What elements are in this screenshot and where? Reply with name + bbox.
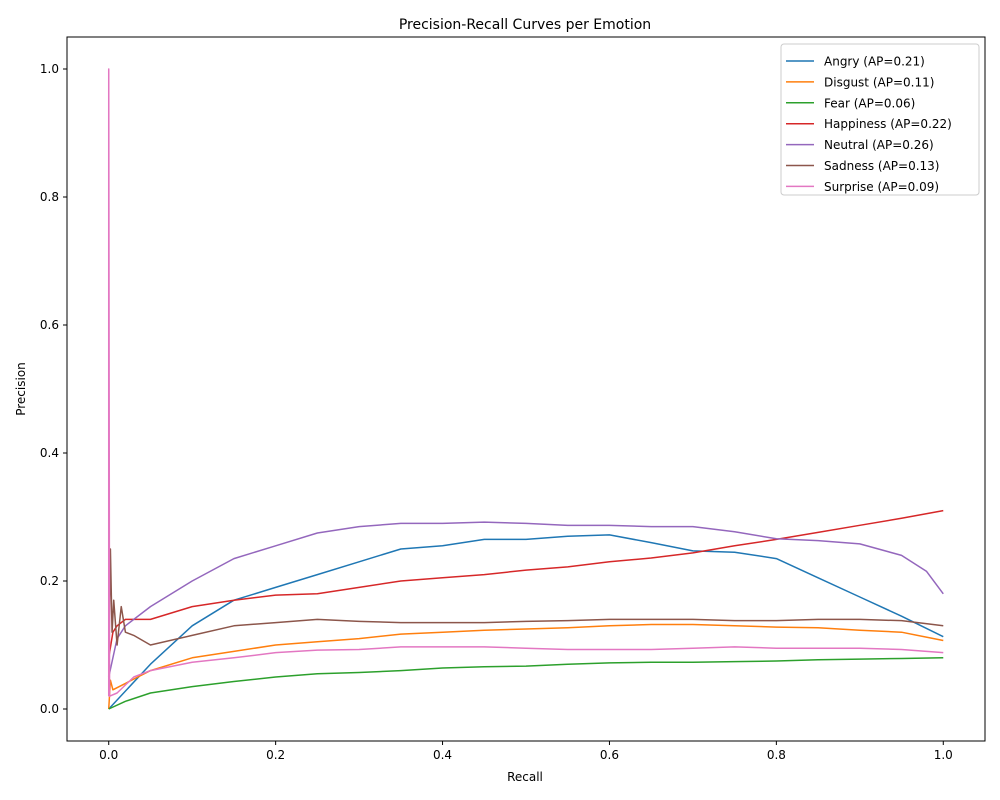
legend-label-6: Surprise (AP=0.09) bbox=[824, 180, 939, 194]
y-tick-label: 0.2 bbox=[40, 574, 59, 588]
legend-label-3: Happiness (AP=0.22) bbox=[824, 117, 952, 131]
y-tick-label: 0.4 bbox=[40, 446, 59, 460]
plot-area bbox=[107, 68, 944, 710]
series-line-5 bbox=[107, 548, 944, 678]
series-line-2 bbox=[108, 657, 944, 710]
x-tick-label: 1.0 bbox=[934, 748, 953, 762]
y-axis: 0.0 0.2 0.4 0.6 0.8 1.0 bbox=[40, 62, 67, 716]
legend-box bbox=[780, 43, 980, 196]
chart-title: Precision-Recall Curves per Emotion bbox=[399, 17, 651, 33]
legend-label-1: Disgust (AP=0.11) bbox=[824, 75, 934, 89]
y-tick-label: 0.8 bbox=[40, 190, 59, 204]
series-line-0 bbox=[108, 534, 944, 710]
y-tick-label: 0.6 bbox=[40, 318, 59, 332]
legend-label-4: Neutral (AP=0.26) bbox=[824, 138, 934, 152]
x-axis: 0.0 0.2 0.4 0.6 0.8 1.0 bbox=[99, 741, 953, 762]
legend-label-5: Sadness (AP=0.13) bbox=[824, 159, 939, 173]
series-line-4 bbox=[107, 521, 944, 678]
x-tick-label: 0.4 bbox=[433, 748, 452, 762]
series-line-3 bbox=[107, 509, 944, 658]
x-tick-label: 0.0 bbox=[99, 748, 118, 762]
y-axis-label: Precision bbox=[14, 362, 28, 416]
legend-label-2: Fear (AP=0.06) bbox=[824, 96, 915, 110]
legend: Angry (AP=0.21) Disgust (AP=0.11) Fear (AP… bbox=[780, 43, 980, 196]
y-tick-label: 0.0 bbox=[40, 702, 59, 716]
x-tick-label: 0.6 bbox=[600, 748, 619, 762]
x-axis-label: Recall bbox=[507, 770, 543, 784]
legend-label-0: Angry (AP=0.21) bbox=[824, 55, 925, 69]
y-tick-label: 1.0 bbox=[40, 62, 59, 76]
x-tick-label: 0.2 bbox=[266, 748, 285, 762]
plot-frame bbox=[66, 36, 986, 742]
x-tick-label: 0.8 bbox=[767, 748, 786, 762]
series-line-6 bbox=[107, 68, 944, 697]
